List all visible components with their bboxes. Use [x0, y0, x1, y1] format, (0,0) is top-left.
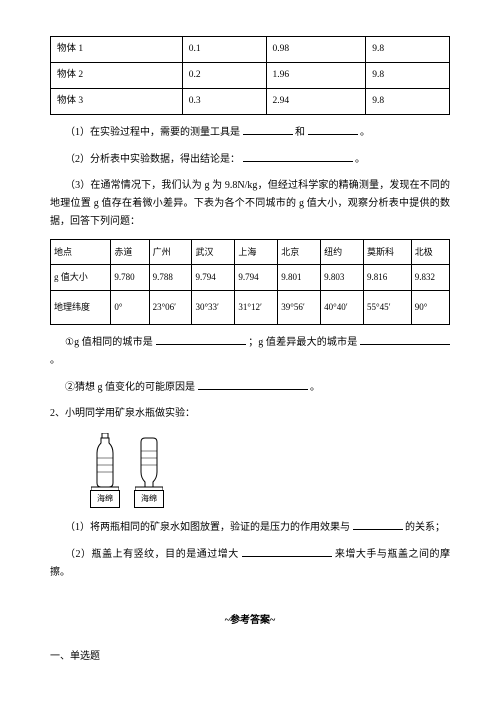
bottle-diagram: 海绵 海绵: [90, 433, 450, 508]
blank: [308, 123, 358, 135]
blank: [242, 545, 332, 557]
question-2-2: （2）瓶盖上有竖纹，目的是通过增大 来增大手与瓶盖之间的摩擦。: [50, 545, 450, 582]
question-2-intro: 2、小明同学用矿泉水瓶做实验：: [50, 405, 450, 423]
cell: 物体 2: [51, 63, 183, 89]
text: 。: [310, 382, 320, 393]
text: （2）分析表中实验数据，得出结论是：: [65, 154, 240, 165]
cell: 9.816: [364, 265, 412, 290]
section-label: 一、单选题: [50, 648, 450, 666]
cell: 0.3: [182, 89, 266, 115]
data-table-1: 物体 1 0.1 0.98 9.8 物体 2 0.2 1.96 9.8 物体 3…: [50, 36, 450, 115]
text: 和: [295, 127, 305, 138]
text: 。: [360, 127, 370, 138]
cell: 武汉: [192, 240, 235, 265]
table-row: 地理纬度 0° 23°06′ 30°33′ 31°12′ 39°56′ 40°4…: [51, 290, 450, 324]
cell: 9.788: [149, 265, 192, 290]
bottle-icon: [91, 433, 119, 491]
cell: 9.780: [111, 265, 149, 290]
cell: 赤道: [111, 240, 149, 265]
text: ②猜想 g 值变化的可能原因是: [65, 382, 195, 393]
cell: 1.96: [266, 63, 366, 89]
table-row: 地点 赤道 广州 武汉 上海 北京 纽约 莫斯科 北极: [51, 240, 450, 265]
blank: [353, 518, 403, 530]
cell: 北京: [278, 240, 321, 265]
table-row: g 值大小 9.780 9.788 9.794 9.794 9.801 9.80…: [51, 265, 450, 290]
cell: 物体 1: [51, 37, 183, 63]
cell: 40°40′: [321, 290, 364, 324]
text: 。: [355, 154, 365, 165]
cell: 0°: [111, 290, 149, 324]
question-1-3-1: ①g 值相同的城市是 ；g 值差异最大的城市是 。: [50, 333, 450, 370]
cell: 0.1: [182, 37, 266, 63]
bottle-icon: [135, 433, 163, 491]
blank: [243, 123, 293, 135]
cell: 9.8: [366, 63, 450, 89]
question-1-2: （2）分析表中实验数据，得出结论是： 。: [50, 150, 450, 169]
cell: 9.794: [235, 265, 278, 290]
cell: 31°12′: [235, 290, 278, 324]
cell: 30°33′: [192, 290, 235, 324]
table-row: 物体 3 0.3 2.94 9.8: [51, 89, 450, 115]
cell: 纽约: [321, 240, 364, 265]
base-label: 海绵: [134, 490, 164, 508]
text: ①g 值相同的城市是: [65, 337, 153, 348]
table-row: 物体 2 0.2 1.96 9.8: [51, 63, 450, 89]
text: （3）在通常情况下，我们认为 g 为 9.8N/kg，但经过科学家的精确测量，发…: [50, 180, 450, 227]
data-table-2: 地点 赤道 广州 武汉 上海 北京 纽约 莫斯科 北极 g 值大小 9.780 …: [50, 239, 450, 324]
cell: 0.2: [182, 63, 266, 89]
cell: 39°56′: [278, 290, 321, 324]
cell: 莫斯科: [364, 240, 412, 265]
text: （1）将两瓶相同的矿泉水如图放置，验证的是压力的作用效果与: [65, 522, 350, 533]
text: （2）瓶盖上有竖纹，目的是通过增大: [65, 549, 239, 560]
cell: g 值大小: [51, 265, 111, 290]
cell: 9.8: [366, 37, 450, 63]
answer-header: ~参考答案~: [50, 612, 450, 630]
cell: 9.8: [366, 89, 450, 115]
bottle-upright: 海绵: [90, 433, 120, 508]
cell: 北极: [411, 240, 449, 265]
cell: 地理纬度: [51, 290, 111, 324]
cell: 2.94: [266, 89, 366, 115]
cell: 23°06′: [149, 290, 192, 324]
bottle-inverted: 海绵: [134, 433, 164, 508]
cell: 9.801: [278, 265, 321, 290]
blank: [198, 378, 308, 390]
cell: 55°45′: [364, 290, 412, 324]
base-label: 海绵: [90, 490, 120, 508]
blank: [243, 150, 353, 162]
blank: [156, 333, 246, 345]
cell: 地点: [51, 240, 111, 265]
question-1-3: （3）在通常情况下，我们认为 g 为 9.8N/kg，但经过科学家的精确测量，发…: [50, 177, 450, 231]
cell: 9.803: [321, 265, 364, 290]
cell: 广州: [149, 240, 192, 265]
text: ；g 值差异最大的城市是: [248, 337, 357, 348]
text: 。: [50, 355, 60, 366]
cell: 0.98: [266, 37, 366, 63]
cell: 9.794: [192, 265, 235, 290]
cell: 9.832: [411, 265, 449, 290]
question-2-1: （1）将两瓶相同的矿泉水如图放置，验证的是压力的作用效果与 的关系；: [50, 518, 450, 537]
cell: 90°: [411, 290, 449, 324]
blank: [360, 333, 450, 345]
text: 的关系；: [405, 522, 445, 533]
question-1-3-2: ②猜想 g 值变化的可能原因是 。: [50, 378, 450, 397]
text: （1）在实验过程中，需要的测量工具是: [65, 127, 240, 138]
cell: 上海: [235, 240, 278, 265]
question-1-1: （1）在实验过程中，需要的测量工具是 和 。: [50, 123, 450, 142]
cell: 物体 3: [51, 89, 183, 115]
text: 2、小明同学用矿泉水瓶做实验：: [50, 408, 195, 419]
table-row: 物体 1 0.1 0.98 9.8: [51, 37, 450, 63]
